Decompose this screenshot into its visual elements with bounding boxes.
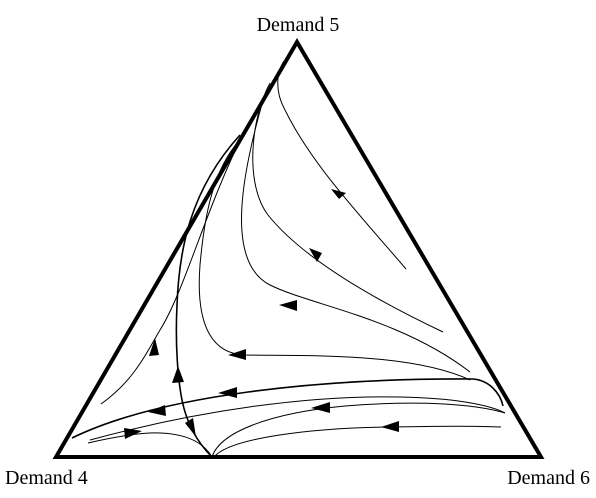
simplex-triangle (52, 38, 545, 459)
arrow-icon-7 (381, 421, 399, 432)
trajectory-3 (241, 103, 471, 373)
trajectories (71, 60, 506, 458)
trajectory-1 (277, 60, 407, 270)
arrow-icon-5 (218, 387, 237, 398)
trajectory-7 (211, 402, 506, 458)
trajectory-6 (89, 396, 506, 441)
arrow-icon-1 (331, 189, 346, 199)
vertex-label-top: Demand 5 (257, 14, 340, 36)
trajectory-10 (175, 134, 241, 458)
trajectory-9 (100, 129, 246, 405)
arrow-icon-11 (172, 366, 184, 383)
vertex-label-left: Demand 4 (5, 467, 88, 489)
trajectory-5 (71, 378, 504, 439)
trajectory-2 (252, 82, 444, 333)
arrow-icon-12 (185, 418, 196, 437)
arrow-icon-9 (124, 428, 142, 439)
flow-arrows (124, 189, 399, 439)
arrow-icon-6 (311, 402, 330, 413)
arrow-icon-2 (309, 248, 322, 262)
trajectory-4 (198, 139, 471, 381)
trajectory-11 (87, 432, 213, 458)
arrow-icon-8 (148, 405, 166, 416)
arrow-icon-3 (279, 300, 297, 311)
vertex-label-right: Demand 6 (507, 467, 590, 489)
arrow-icon-10 (149, 338, 159, 356)
arrow-icon-4 (228, 349, 246, 360)
trajectory-8 (213, 425, 502, 458)
